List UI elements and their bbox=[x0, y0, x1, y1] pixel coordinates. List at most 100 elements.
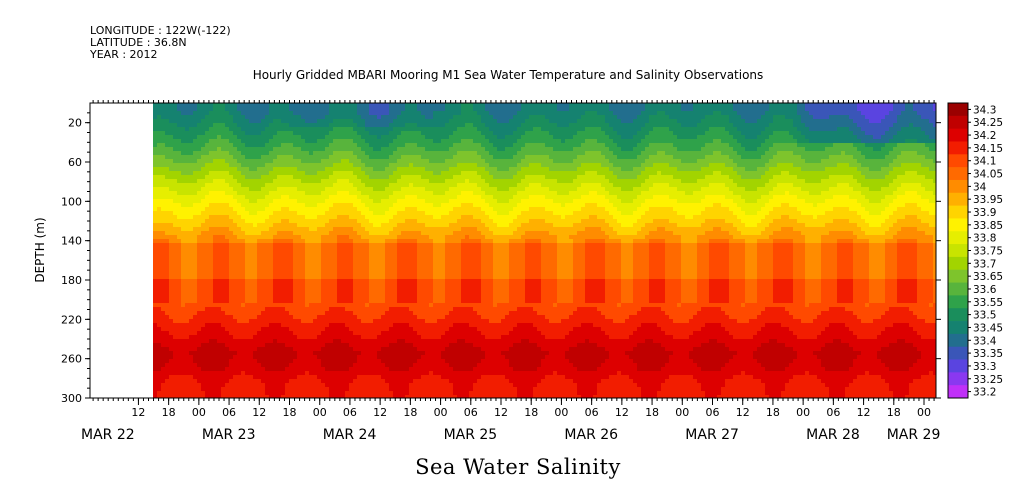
heatmap-cell bbox=[597, 123, 602, 128]
heatmap-cell bbox=[185, 127, 190, 132]
heatmap-cell bbox=[241, 131, 246, 136]
heatmap-cell bbox=[205, 203, 210, 208]
heatmap-cell bbox=[705, 183, 710, 188]
heatmap-cell bbox=[401, 143, 406, 148]
heatmap-cell bbox=[737, 115, 742, 120]
heatmap-cell bbox=[825, 155, 830, 160]
heatmap-cell bbox=[717, 175, 722, 180]
heatmap-cell bbox=[701, 111, 706, 116]
heatmap-cell bbox=[421, 179, 426, 184]
heatmap-cell bbox=[637, 115, 642, 120]
heatmap-cell bbox=[797, 159, 802, 164]
heatmap-cell bbox=[849, 155, 854, 160]
heatmap-cell bbox=[213, 175, 218, 180]
heatmap-cell bbox=[305, 187, 310, 192]
heatmap-cell bbox=[325, 115, 330, 120]
heatmap-cell bbox=[537, 139, 542, 144]
heatmap-cell bbox=[545, 143, 550, 148]
heatmap-cell bbox=[921, 139, 926, 144]
heatmap-cell bbox=[465, 143, 470, 148]
heatmap-cell bbox=[621, 135, 626, 140]
heatmap-cell bbox=[313, 115, 318, 120]
heatmap-cell bbox=[189, 131, 194, 136]
heatmap-cell bbox=[281, 187, 286, 192]
heatmap-cell bbox=[533, 143, 538, 148]
heatmap-cell bbox=[589, 147, 594, 152]
heatmap-cell bbox=[177, 111, 182, 116]
heatmap-cell bbox=[849, 171, 854, 176]
heatmap-cell bbox=[357, 103, 362, 108]
heatmap-cell bbox=[393, 123, 398, 128]
heatmap-cell bbox=[821, 119, 826, 124]
heatmap-cell bbox=[693, 111, 698, 116]
heatmap-cell bbox=[237, 203, 242, 208]
heatmap-cell bbox=[433, 111, 438, 116]
heatmap-cell bbox=[701, 195, 706, 200]
heatmap-cell bbox=[933, 171, 936, 176]
heatmap-cell bbox=[333, 191, 338, 196]
heatmap-cell bbox=[365, 119, 370, 124]
heatmap-cell bbox=[629, 191, 634, 196]
heatmap-cell bbox=[493, 131, 498, 136]
heatmap-cell bbox=[861, 115, 866, 120]
heatmap-cell bbox=[773, 183, 778, 188]
heatmap-cell bbox=[425, 155, 430, 160]
heatmap-cell bbox=[221, 131, 226, 136]
heatmap-cell bbox=[717, 115, 722, 120]
heatmap-cell bbox=[153, 195, 158, 200]
heatmap-cell bbox=[533, 195, 538, 200]
heatmap-cell bbox=[801, 119, 806, 124]
heatmap-cell bbox=[817, 159, 822, 164]
heatmap-cell bbox=[869, 151, 874, 156]
heatmap-cell bbox=[677, 187, 682, 192]
heatmap-cell bbox=[785, 139, 790, 144]
heatmap-cell bbox=[505, 179, 510, 184]
heatmap-cell bbox=[677, 143, 682, 148]
heatmap-cell bbox=[269, 107, 274, 112]
heatmap-cell bbox=[221, 159, 226, 164]
heatmap-cell bbox=[561, 155, 566, 160]
heatmap-cell bbox=[561, 187, 566, 192]
heatmap-cell bbox=[409, 111, 414, 116]
heatmap-cell bbox=[893, 135, 898, 140]
heatmap-cell bbox=[581, 139, 586, 144]
heatmap-cell bbox=[277, 167, 282, 172]
heatmap-cell bbox=[169, 175, 174, 180]
heatmap-cell bbox=[817, 183, 822, 188]
heatmap-cell bbox=[809, 159, 814, 164]
heatmap-cell bbox=[865, 163, 870, 168]
heatmap-cell bbox=[917, 103, 922, 108]
heatmap-cell bbox=[705, 119, 710, 124]
heatmap-cell bbox=[465, 111, 470, 116]
heatmap-cell bbox=[769, 199, 774, 204]
heatmap-cell bbox=[873, 171, 878, 176]
heatmap-cell bbox=[697, 139, 702, 144]
heatmap-cell bbox=[257, 183, 262, 188]
heatmap-cell bbox=[889, 159, 894, 164]
heatmap-cell bbox=[333, 143, 338, 148]
heatmap-cell bbox=[613, 159, 618, 164]
heatmap-cell bbox=[281, 163, 286, 168]
heatmap-cell bbox=[741, 151, 746, 156]
heatmap-cell bbox=[749, 179, 754, 184]
heatmap-cell bbox=[405, 163, 410, 168]
heatmap-cell bbox=[617, 163, 622, 168]
heatmap-cell bbox=[861, 119, 866, 124]
heatmap-cell bbox=[785, 103, 790, 108]
heatmap-cell bbox=[269, 195, 274, 200]
heatmap-cell bbox=[785, 187, 790, 192]
heatmap-cell bbox=[897, 195, 902, 200]
heatmap-cell bbox=[785, 183, 790, 188]
heatmap-cell bbox=[229, 163, 234, 168]
heatmap-cell bbox=[293, 203, 298, 208]
heatmap-cell bbox=[389, 187, 394, 192]
heatmap-cell bbox=[277, 103, 282, 108]
heatmap-cell bbox=[493, 111, 498, 116]
heatmap-cell bbox=[885, 199, 890, 204]
heatmap-cell bbox=[177, 163, 182, 168]
heatmap-cell bbox=[677, 199, 682, 204]
heatmap-cell bbox=[369, 127, 374, 132]
heatmap-cell bbox=[693, 151, 698, 156]
heatmap-cell bbox=[877, 195, 882, 200]
heatmap-cell bbox=[313, 195, 318, 200]
